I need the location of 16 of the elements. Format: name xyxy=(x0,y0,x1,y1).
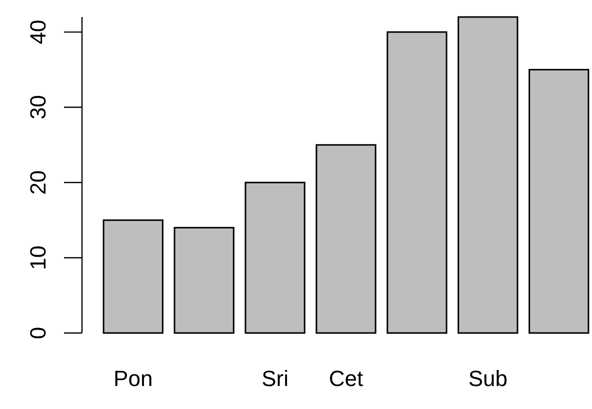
y-tick-label: 0 xyxy=(26,326,50,340)
bar xyxy=(316,144,376,334)
y-tick-label: 20 xyxy=(26,170,50,195)
x-tick-label: Sri xyxy=(262,366,288,391)
y-tick-label: 40 xyxy=(26,20,50,44)
bar xyxy=(244,182,306,334)
y-tick-label: 10 xyxy=(26,246,50,270)
bar xyxy=(174,226,234,334)
x-tick-label: Cet xyxy=(328,366,364,391)
x-tick-label: Sub xyxy=(468,366,508,391)
bar xyxy=(458,16,518,334)
x-tick-label: Pon xyxy=(114,366,153,391)
bar xyxy=(102,219,164,334)
y-tick-label: 30 xyxy=(26,95,50,120)
bar xyxy=(386,31,448,334)
bar xyxy=(528,68,590,334)
